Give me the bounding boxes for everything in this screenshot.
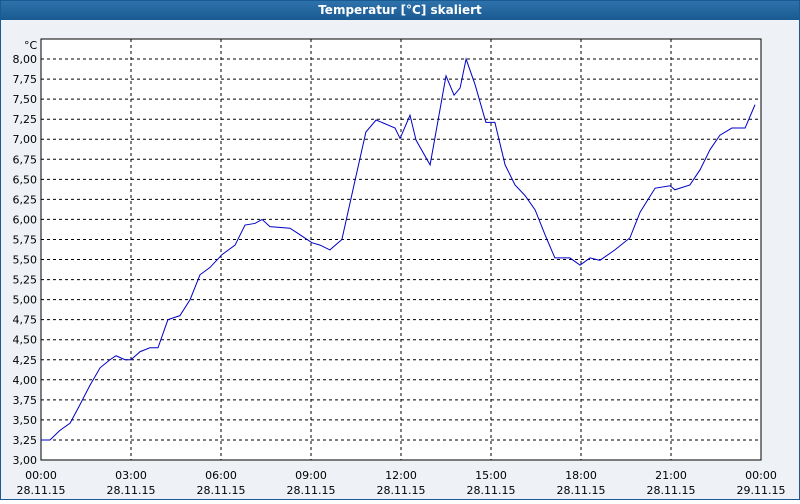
y-tick-label: 4,00 (13, 374, 38, 387)
x-tick-date: 28.11.15 (107, 484, 156, 497)
x-tick-date: 28.11.15 (197, 484, 246, 497)
title-bar (0, 0, 800, 20)
x-tick-label: 15:00 (475, 469, 507, 482)
y-tick-label: 4,50 (13, 334, 38, 347)
x-tick-date: 28.11.15 (647, 484, 696, 497)
y-tick-label: 3,75 (13, 394, 38, 407)
y-tick-label: 6,25 (13, 193, 38, 206)
x-tick-label: 21:00 (655, 469, 687, 482)
y-tick-label: 5,00 (13, 294, 38, 307)
x-tick-label: 00:00 (745, 469, 777, 482)
y-tick-label: 4,75 (13, 314, 38, 327)
y-tick-label: 7,50 (13, 93, 38, 106)
x-tick-date: 28.11.15 (467, 484, 516, 497)
y-tick-label: 7,00 (13, 133, 38, 146)
x-tick-date: 28.11.15 (287, 484, 336, 497)
y-tick-label: 8,00 (13, 53, 38, 66)
x-tick-label: 09:00 (295, 469, 327, 482)
x-tick-label: 12:00 (385, 469, 417, 482)
y-tick-label: 6,50 (13, 173, 38, 186)
y-tick-label: 3,25 (13, 434, 38, 447)
y-tick-label: 5,25 (13, 274, 38, 287)
line (41, 57, 756, 441)
y-tick-label: 5,50 (13, 254, 38, 267)
x-tick-date: 28.11.15 (377, 484, 426, 497)
chart-title: Temperatur [°C] skaliert (318, 3, 482, 17)
y-tick-label: 4,25 (13, 354, 38, 367)
x-tick-label: 00:00 (25, 469, 57, 482)
y-tick-label: 6,75 (13, 153, 38, 166)
x-tick-date: 28.11.15 (557, 484, 606, 497)
y-tick-label: 5,75 (13, 233, 38, 246)
y-tick-label: 3,50 (13, 414, 38, 427)
y-tick-label: 7,25 (13, 113, 38, 126)
x-tick-date: 29.11.15 (737, 484, 786, 497)
y-unit: °C (24, 39, 38, 52)
x-tick-label: 18:00 (565, 469, 597, 482)
x-tick-date: 28.11.15 (17, 484, 66, 497)
y-tick-label: 3,00 (13, 454, 38, 467)
y-tick-label: 6,00 (13, 213, 38, 226)
x-tick-label: 03:00 (115, 469, 147, 482)
y-tick-label: 7,75 (13, 73, 38, 86)
x-tick-label: 06:00 (205, 469, 237, 482)
